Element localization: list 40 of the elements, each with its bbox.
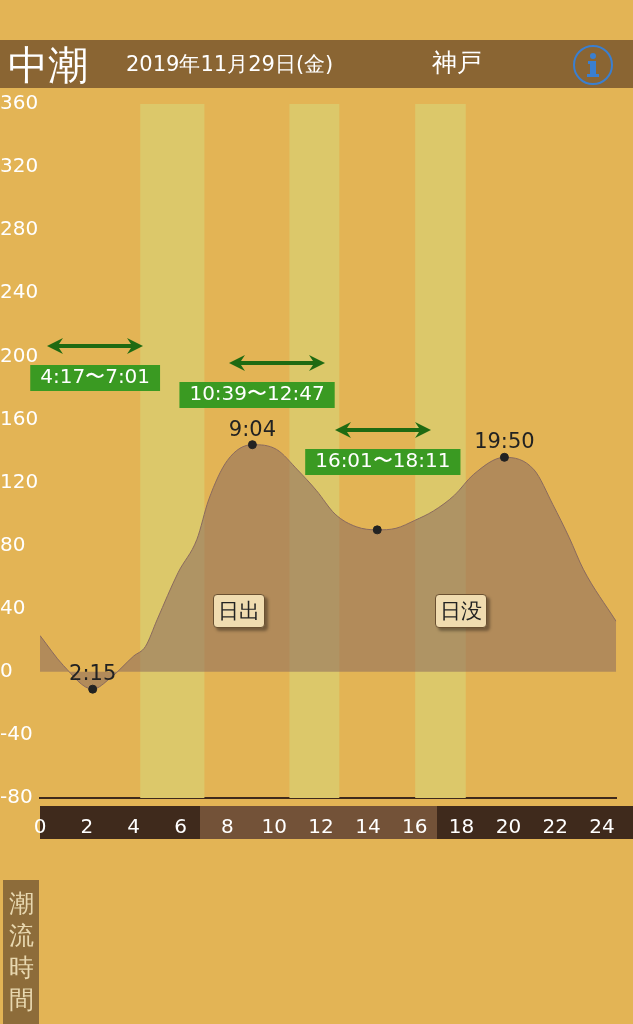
annotation: 日出: [213, 594, 265, 628]
x-tick-label: 2: [80, 814, 94, 839]
y-tick-label: 80: [0, 531, 26, 556]
chart-subtitle: 2019年11月29日(金): [126, 51, 334, 78]
y-tick-label: 280: [0, 216, 39, 241]
x-tick-label: 22: [542, 814, 568, 839]
point: [247, 440, 257, 450]
y-tick-label: 160: [0, 405, 39, 430]
y-tick-label: 200: [0, 342, 39, 367]
x-tick-label: 12: [308, 814, 334, 839]
x-tick-label: 8: [220, 814, 234, 839]
band-label: 16:01〜18:11: [315, 448, 451, 473]
annotation: 9:04: [228, 416, 277, 441]
annotation: 日没: [435, 594, 487, 628]
annotation: 19:50: [474, 429, 535, 454]
y-tick-label: 0: [0, 658, 13, 683]
y-tick-label: 40: [0, 594, 26, 619]
x-tick-label: 14: [355, 814, 381, 839]
x-tick-label: 24: [589, 814, 615, 839]
y-tick-label: 120: [0, 468, 39, 493]
x-tick-label: 10: [261, 814, 287, 839]
chart-title: 中潮: [8, 42, 88, 88]
y-tick-label: -80: [0, 784, 33, 809]
point: [499, 452, 509, 462]
y-tick-label: 360: [0, 90, 39, 115]
y-tick-label: 320: [0, 153, 39, 178]
point: [372, 525, 382, 535]
band-label: 4:17〜7:01: [40, 364, 151, 389]
y-tick-label: 240: [0, 279, 39, 304]
x-tick-label: 18: [448, 814, 475, 839]
text: 潮流時間: [3, 880, 39, 1024]
x-tick-label: 20: [495, 814, 522, 839]
x-tick-label: 4: [127, 814, 141, 839]
band-label: 10:39〜12:47: [189, 381, 325, 406]
text: 神戸: [432, 48, 482, 78]
annotation: 2:15: [69, 661, 117, 686]
y-tick-label: -40: [0, 721, 33, 746]
point: [88, 684, 98, 694]
x-tick-label: 16: [401, 814, 428, 839]
x-tick-label: 6: [174, 814, 187, 839]
